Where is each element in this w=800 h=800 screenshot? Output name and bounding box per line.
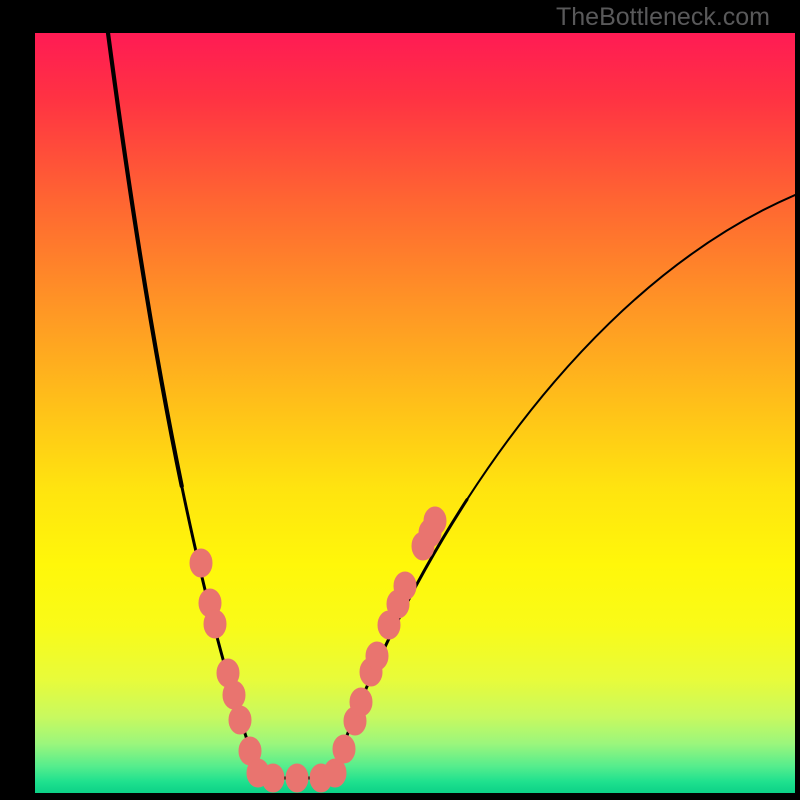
marker-flat	[286, 764, 308, 792]
plot-area	[35, 33, 795, 793]
marker-left	[204, 610, 226, 638]
marker-left	[229, 706, 251, 734]
chart-stage: TheBottleneck.com	[0, 0, 800, 800]
marker-left	[190, 549, 212, 577]
marker-right	[366, 642, 388, 670]
curve-layer	[35, 33, 795, 793]
marker-flat	[262, 764, 284, 792]
marker-right	[333, 735, 355, 763]
curve-segment	[108, 33, 182, 486]
marker-right	[394, 572, 416, 600]
curve-segment	[332, 500, 467, 778]
curve-segment	[467, 195, 795, 500]
marker-right	[424, 507, 446, 535]
marker-left	[223, 681, 245, 709]
watermark-label: TheBottleneck.com	[556, 3, 770, 32]
marker-right	[350, 688, 372, 716]
